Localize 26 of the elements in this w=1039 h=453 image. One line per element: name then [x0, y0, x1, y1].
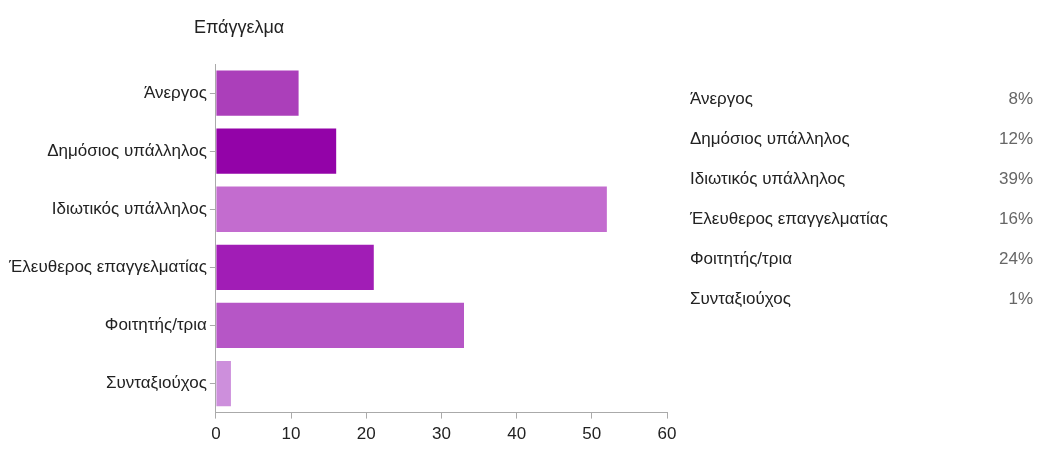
text: 8% [1008, 88, 1033, 108]
chart-title: Επάγγελμα [193, 16, 285, 37]
category-label: Έλευθερος επαγγελματίας [690, 208, 888, 228]
y-tick-label: Άνεργος [143, 82, 207, 102]
x-tick-label: 60 [657, 424, 677, 444]
text: 12% [998, 128, 1033, 148]
category-label: Συνταξιούχος [690, 288, 791, 308]
y-tick-label: Συνταξιούχος [106, 373, 207, 393]
text: 1% [1008, 288, 1033, 308]
x-tick-label: 10 [281, 424, 301, 444]
category-label: Δημόσιος υπάλληλος [690, 128, 850, 148]
category-label: Ιδιωτικός υπάλληλος [690, 168, 846, 188]
y-tick-label: Έλευθερος επαγγελματίας [8, 257, 207, 277]
x-tick-label: 0 [211, 424, 221, 444]
y-tick-label: Ιδιωτικός υπάλληλος [51, 198, 207, 218]
x-tick-label: 20 [356, 424, 376, 444]
text: 39% [998, 168, 1033, 188]
x-tick-label: 40 [507, 424, 527, 444]
category-label: Φοιτητής/τρια [690, 248, 793, 268]
y-tick-label: Φοιτητής/τρια [104, 315, 208, 335]
text: 24% [998, 248, 1033, 268]
y-tick-label: Δημόσιος υπάλληλος [47, 140, 207, 160]
x-tick-label: 50 [582, 424, 602, 444]
category-label: Άνεργος [690, 88, 753, 108]
x-tick-label: 30 [431, 424, 451, 444]
text: 16% [998, 208, 1033, 228]
